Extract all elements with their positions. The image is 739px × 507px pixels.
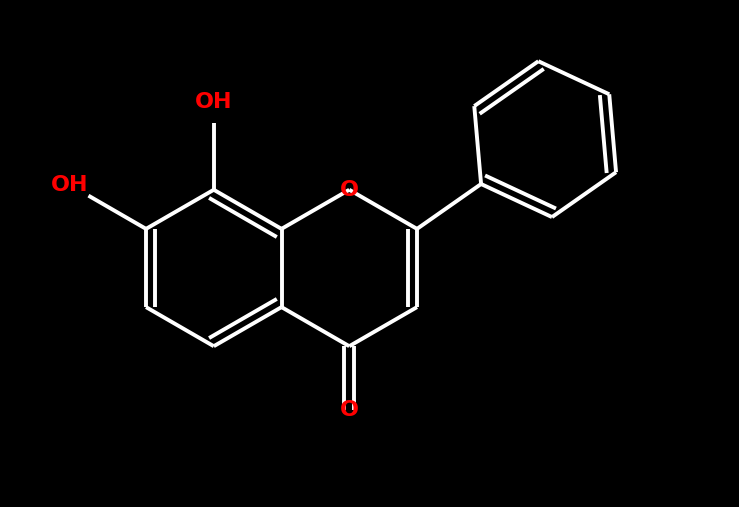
Text: O: O <box>340 400 358 420</box>
Text: O: O <box>340 180 358 200</box>
Text: OH: OH <box>195 92 233 112</box>
Text: OH: OH <box>51 175 89 195</box>
